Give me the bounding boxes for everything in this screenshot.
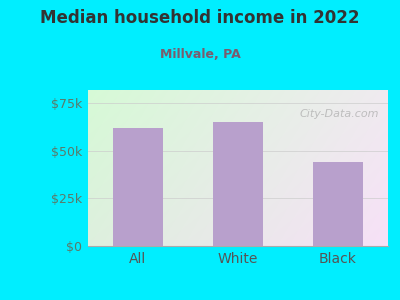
Bar: [113, 128, 163, 246]
Bar: [213, 122, 263, 246]
Text: Median household income in 2022: Median household income in 2022: [40, 9, 360, 27]
Text: City-Data.com: City-Data.com: [300, 109, 379, 119]
Text: Millvale, PA: Millvale, PA: [160, 48, 240, 61]
Bar: [313, 162, 363, 246]
